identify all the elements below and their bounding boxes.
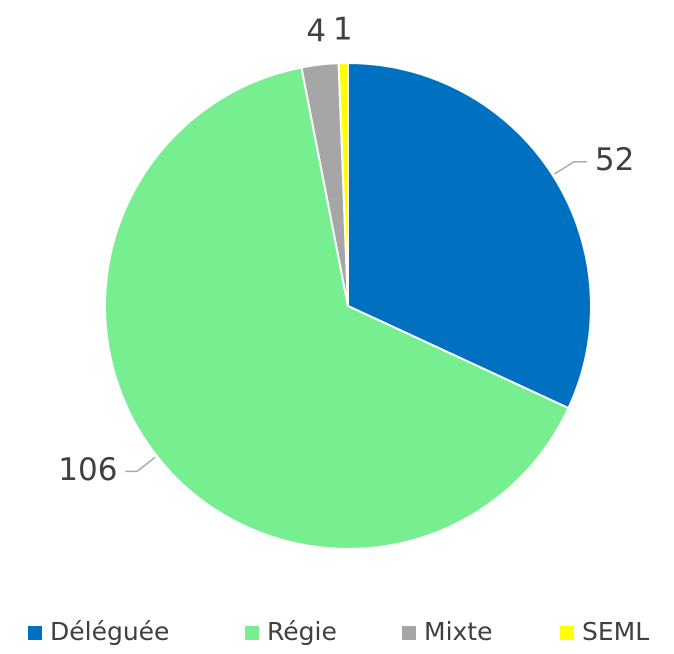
legend-swatch bbox=[245, 626, 259, 640]
legend-swatch bbox=[402, 626, 416, 640]
legend-label: SEML bbox=[582, 617, 649, 646]
pie-slice bbox=[337, 61, 349, 307]
data-label: 4 bbox=[306, 13, 326, 49]
pie-slice bbox=[104, 66, 570, 550]
leader-line bbox=[554, 160, 587, 175]
legend-swatch bbox=[28, 626, 42, 640]
pie-slice bbox=[347, 61, 592, 410]
data-label: 106 bbox=[58, 452, 117, 488]
data-label: 1 bbox=[333, 12, 353, 48]
legend-label: Déléguée bbox=[50, 617, 169, 646]
leader-line bbox=[125, 456, 156, 473]
legend-label: Régie bbox=[267, 617, 337, 646]
legend-swatch bbox=[560, 626, 574, 640]
legend-label: Mixte bbox=[424, 617, 493, 646]
data-label: 52 bbox=[595, 142, 634, 178]
